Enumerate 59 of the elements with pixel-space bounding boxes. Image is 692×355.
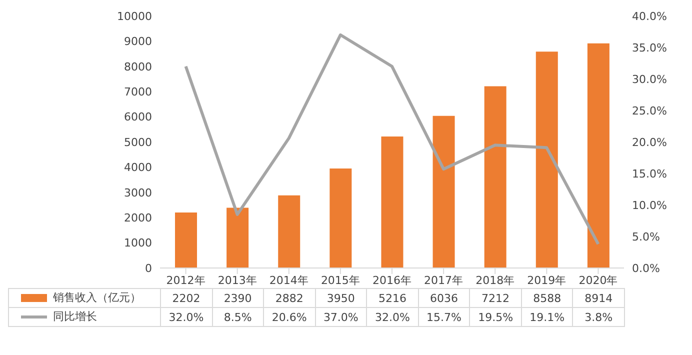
data-label: 6036	[418, 288, 470, 308]
bar	[536, 52, 558, 268]
y-tick-label: 8000	[124, 60, 152, 74]
bar	[432, 116, 455, 268]
y2-tick-label: 10.0%	[632, 198, 667, 212]
x-tick-label: 2012年	[166, 274, 206, 287]
data-label: 20.6%	[264, 308, 316, 326]
x-tick-label: 2016年	[372, 274, 412, 287]
data-label: 15.7%	[418, 308, 470, 326]
y2-tick-label: 30.0%	[632, 72, 667, 86]
x-tick-label: 2019年	[527, 274, 566, 287]
y-tick-label: 3000	[124, 186, 152, 200]
line-series	[184, 33, 600, 246]
bar	[226, 208, 249, 268]
y-tick-label: 0	[145, 262, 152, 275]
y2-tick-label: 15.0%	[632, 167, 667, 180]
data-label: 2882	[264, 288, 316, 308]
data-label: 37.0%	[315, 308, 367, 326]
data-label: 2390	[212, 288, 264, 308]
data-label: 3950	[315, 288, 367, 308]
y-tick-label: 6000	[124, 110, 152, 124]
bar	[330, 168, 352, 268]
data-label: 19.5%	[470, 308, 522, 326]
y-tick-label: 4000	[124, 161, 152, 174]
y2-tick-label: 5.0%	[632, 230, 660, 244]
data-label: 2202	[160, 288, 212, 308]
bar	[381, 136, 404, 268]
data-label: 8.5%	[212, 308, 264, 326]
y2-tick-label: 40.0%	[632, 10, 667, 23]
x-tick-label: 2014年	[269, 274, 308, 287]
y2-tick-label: 35.0%	[632, 41, 667, 54]
legend-label: 销售收入（亿元）	[52, 290, 141, 306]
y-tick-label: 5000	[124, 136, 152, 149]
y2-tick-label: 0.0%	[632, 262, 660, 275]
bar	[484, 86, 506, 268]
y-tick-label: 2000	[124, 212, 152, 225]
y-tick-label: 1000	[124, 236, 152, 250]
bar	[278, 195, 300, 268]
data-label: 8588	[521, 288, 573, 308]
data-label: 5216	[366, 288, 418, 308]
data-label: 3.8%	[572, 308, 624, 326]
bar	[587, 43, 610, 268]
x-tick-label: 2015年	[320, 274, 360, 287]
x-tick-label: 2020年	[578, 274, 618, 287]
data-label: 19.1%	[521, 308, 573, 326]
x-tick-label: 2018年	[476, 274, 515, 287]
y-tick-label: 9000	[124, 35, 152, 48]
data-label: 32.0%	[160, 308, 212, 326]
bar	[175, 212, 197, 268]
y2-tick-label: 20.0%	[632, 136, 667, 149]
data-label: 8914	[572, 288, 624, 308]
data-label: 32.0%	[366, 308, 418, 326]
y-tick-label: 10000	[117, 10, 152, 23]
x-tick-label: 2013年	[218, 274, 257, 287]
legend-label: 同比增长	[52, 309, 97, 324]
data-label: 7212	[470, 288, 522, 308]
x-tick-label: 2017年	[424, 274, 464, 287]
y2-tick-label: 25.0%	[632, 104, 667, 118]
y-tick-label: 7000	[124, 86, 152, 99]
